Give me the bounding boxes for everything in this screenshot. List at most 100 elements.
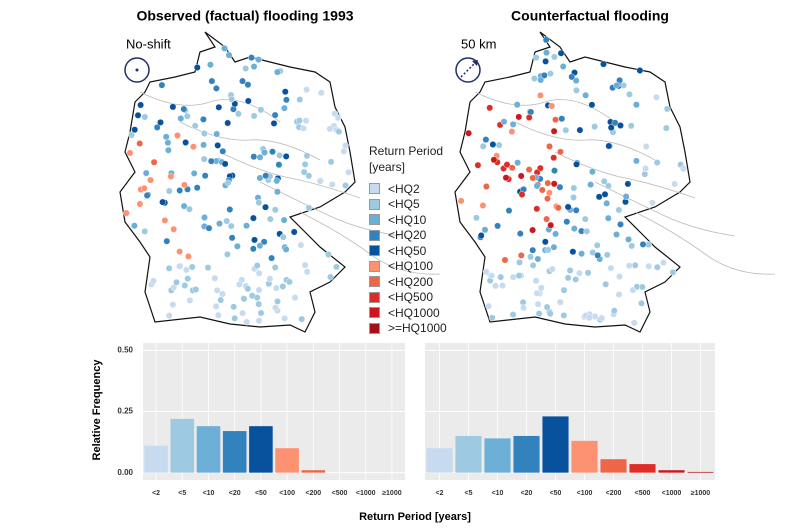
gauge-dot bbox=[517, 251, 525, 259]
gauge-dot bbox=[578, 250, 586, 258]
gauge-dot bbox=[256, 242, 264, 250]
gauge-dot bbox=[474, 161, 482, 169]
gauge-dot bbox=[296, 96, 304, 104]
gauge-dot bbox=[340, 147, 348, 155]
gauge-dot bbox=[280, 216, 288, 224]
gauge-dot bbox=[607, 264, 615, 272]
gauge-dot bbox=[273, 188, 281, 196]
gauge-dot bbox=[589, 249, 597, 256]
gauge-dot bbox=[281, 88, 289, 96]
legend-label: <HQ20 bbox=[388, 228, 427, 243]
gauge-dot bbox=[573, 160, 580, 168]
gauge-dot bbox=[161, 216, 169, 224]
gauge-dot bbox=[615, 291, 623, 298]
river bbox=[514, 121, 656, 161]
gauge-dot bbox=[268, 254, 276, 262]
gauge-dot bbox=[128, 131, 135, 139]
gauge-dot bbox=[457, 197, 465, 205]
gauge-dot bbox=[255, 286, 263, 294]
gauge-dot bbox=[583, 227, 591, 235]
gauge-dot bbox=[533, 289, 541, 297]
gauge-dot bbox=[126, 149, 134, 157]
legend-swatch bbox=[369, 198, 380, 210]
gauge-dot bbox=[269, 148, 276, 156]
bar bbox=[629, 464, 656, 473]
gauge-dot bbox=[261, 149, 268, 156]
gauge-dot bbox=[169, 301, 177, 308]
gauge-dot bbox=[556, 298, 564, 306]
gauge-dot bbox=[544, 246, 552, 254]
gauge-dot bbox=[257, 106, 265, 114]
gauge-dot bbox=[529, 261, 537, 269]
gauge-dot bbox=[219, 290, 226, 298]
gauge-dot bbox=[290, 228, 298, 236]
gauge-dot bbox=[653, 263, 661, 271]
gauge-dot bbox=[556, 183, 564, 191]
gauge-dot bbox=[176, 248, 183, 256]
gauge-dot bbox=[334, 114, 342, 122]
gauge-dot bbox=[542, 57, 550, 65]
gauge-dot bbox=[533, 182, 541, 190]
gauge-dot bbox=[216, 220, 223, 228]
gauge-dot bbox=[219, 147, 227, 155]
gauge-dot bbox=[213, 85, 220, 92]
gauge-dot bbox=[598, 314, 606, 322]
gauge-dot bbox=[159, 198, 166, 206]
gauge-dot bbox=[192, 286, 200, 293]
legend-label: <HQ5 bbox=[388, 197, 420, 212]
gauge-dot bbox=[295, 117, 303, 125]
gauge-dot bbox=[165, 264, 173, 272]
legend-item: <HQ10 bbox=[369, 212, 449, 228]
gauge-dot bbox=[499, 282, 506, 290]
gauge-dot bbox=[617, 122, 624, 129]
gauge-dot bbox=[207, 61, 214, 69]
gauge-dot bbox=[472, 214, 480, 222]
gauge-dot bbox=[572, 206, 580, 214]
gauge-dot bbox=[140, 184, 148, 192]
gauge-dot bbox=[162, 133, 170, 141]
gauge-dot bbox=[317, 89, 325, 97]
gauge-dot bbox=[201, 130, 208, 137]
gauge-dot bbox=[613, 82, 621, 89]
map-title: Observed (factual) flooding 1993 bbox=[136, 8, 353, 24]
bar bbox=[687, 471, 714, 473]
gauge-dot bbox=[529, 246, 537, 254]
gauge-dot bbox=[276, 152, 284, 159]
gauge-dot bbox=[303, 152, 311, 160]
gauge-dot bbox=[249, 214, 257, 222]
gauge-dot bbox=[572, 275, 580, 283]
gauge-dot bbox=[271, 206, 279, 214]
gauge-dot bbox=[214, 311, 222, 319]
x-tick-label: <500 bbox=[635, 490, 651, 497]
gauge-dot bbox=[271, 111, 279, 119]
x-tick-label: <20 bbox=[521, 490, 533, 497]
map-title: Counterfactual flooding bbox=[511, 8, 669, 24]
gauge-dot bbox=[627, 122, 635, 130]
x-tick-label: <5 bbox=[465, 490, 473, 497]
gauge-dot bbox=[584, 269, 592, 277]
gauge-dot bbox=[630, 319, 638, 327]
gauge-dot bbox=[533, 205, 541, 213]
gauge-dot bbox=[537, 92, 544, 99]
gauge-dot bbox=[282, 245, 290, 253]
bar bbox=[301, 470, 326, 473]
gauge-dot bbox=[552, 116, 559, 124]
gauge-dot bbox=[215, 103, 223, 111]
gauge-dot bbox=[607, 124, 615, 132]
legend-item: <HQ20 bbox=[369, 228, 449, 244]
x-tick-label: <100 bbox=[279, 490, 295, 497]
gauge-dot bbox=[190, 143, 197, 151]
gauge-dot bbox=[173, 278, 180, 286]
gauge-dot bbox=[165, 312, 173, 319]
gauge-dot bbox=[275, 161, 283, 169]
gauge-dot bbox=[324, 251, 332, 258]
gauge-dot bbox=[226, 206, 234, 213]
gauge-dot bbox=[200, 116, 207, 123]
gauge-dot bbox=[300, 168, 308, 176]
gauge-dot bbox=[626, 90, 633, 98]
legend-swatch bbox=[369, 245, 380, 257]
gauge-dot bbox=[176, 262, 184, 270]
x-tick-label: <1000 bbox=[356, 490, 376, 497]
gauge-dot bbox=[570, 193, 577, 201]
gauge-dot bbox=[679, 165, 687, 173]
